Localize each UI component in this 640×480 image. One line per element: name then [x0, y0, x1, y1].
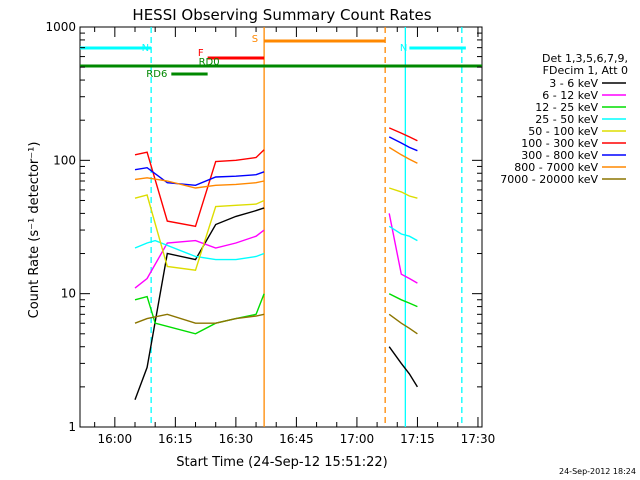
x-axis-label: Start Time (24-Sep-12 15:51:22) [176, 455, 387, 470]
series-line-6-1 [388, 136, 418, 152]
flag-label-n: N [142, 43, 149, 54]
legend-label: 100 - 300 keV [521, 137, 598, 150]
plot-area [79, 26, 483, 428]
y-tick-label: 1000 [45, 20, 76, 34]
y-tick-label: 10 [61, 287, 76, 301]
footer-timestamp: 24-Sep-2012 18:24 [559, 467, 636, 476]
series-line-4-1 [388, 187, 418, 199]
series-line-0-0 [134, 207, 265, 401]
legend-label: 800 - 7000 keV [514, 161, 598, 174]
x-tick-label: 17:00 [340, 432, 375, 446]
legend-header: Det 1,3,5,6,7,9, [542, 52, 628, 65]
legend-label: 50 - 100 keV [528, 125, 598, 138]
x-axis-ticks: 16:00 16:15 16:30 16:45 17:00 17:15 17:30 [94, 27, 496, 446]
legend: Det 1,3,5,6,7,9,FDecim 1, Att 03 - 6 keV… [500, 52, 628, 186]
flag-label-rd6: RD6 [146, 69, 167, 80]
chart-title: HESSI Observing Summary Count Rates [132, 6, 431, 24]
flag-label-s: S [252, 34, 258, 45]
legend-label: 300 - 800 keV [521, 149, 598, 162]
series-line-8-1 [388, 313, 418, 335]
series-group [134, 127, 418, 401]
series-line-3-0 [134, 239, 265, 261]
legend-label: 7000 - 20000 keV [500, 173, 598, 186]
legend-label: 25 - 50 keV [535, 113, 598, 126]
legend-label: 12 - 25 keV [535, 101, 598, 114]
legend-header: FDecim 1, Att 0 [543, 64, 628, 77]
y-axis-label: Count Rate (s⁻¹ detector⁻¹) [27, 142, 42, 319]
series-line-1-1 [388, 213, 418, 284]
x-tick-label: 16:15 [158, 432, 193, 446]
y-tick-label: 100 [53, 153, 76, 167]
y-axis-ticks: 1 10 100 1000 [45, 20, 482, 434]
series-line-1-0 [134, 229, 265, 289]
series-line-5-1 [388, 127, 418, 142]
x-tick-label: 17:30 [461, 432, 496, 446]
series-line-5-0 [134, 149, 265, 228]
series-line-4-0 [134, 194, 265, 271]
series-line-0-1 [388, 346, 418, 388]
flag-label-f: F [198, 48, 204, 59]
x-tick-label: 16:30 [219, 432, 254, 446]
x-tick-label: 16:45 [279, 432, 314, 446]
flag-label-rd0: RD0 [199, 57, 220, 68]
series-line-2-1 [388, 293, 418, 308]
series-line-3-1 [388, 225, 418, 242]
y-tick-label: 1 [68, 420, 76, 434]
flag-label-n: N [400, 43, 407, 54]
series-line-7-0 [134, 177, 265, 189]
x-tick-label: 16:00 [98, 432, 133, 446]
series-line-2-0 [134, 293, 265, 335]
legend-label: 3 - 6 keV [549, 77, 598, 90]
plot-frame [79, 26, 483, 428]
x-tick-label: 17:15 [400, 432, 435, 446]
series-line-6-0 [134, 166, 265, 187]
legend-label: 6 - 12 keV [542, 89, 598, 102]
series-line-7-1 [388, 146, 418, 164]
series-line-8-0 [134, 313, 265, 324]
